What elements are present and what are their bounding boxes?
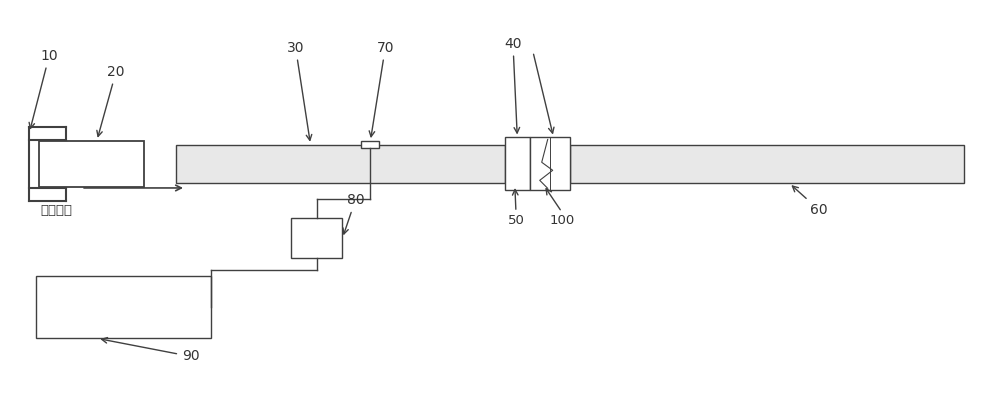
Bar [570, 145, 964, 183]
Bar [36, 276, 211, 339]
Text: 10: 10 [29, 48, 58, 128]
Text: 40: 40 [504, 36, 522, 133]
Text: 90: 90 [102, 338, 200, 364]
Text: 80: 80 [343, 193, 364, 234]
Bar [39, 141, 144, 187]
Bar [291, 218, 342, 258]
Bar [361, 141, 379, 148]
Text: 60: 60 [792, 186, 828, 217]
Text: 50: 50 [508, 214, 524, 227]
Text: 冲击方向: 冲击方向 [40, 204, 72, 217]
Text: 30: 30 [287, 40, 312, 140]
Bar [530, 137, 570, 190]
Text: 100: 100 [549, 214, 574, 227]
Text: 70: 70 [369, 40, 394, 137]
Bar [176, 145, 505, 183]
Bar [505, 137, 530, 190]
Text: 20: 20 [97, 65, 125, 137]
